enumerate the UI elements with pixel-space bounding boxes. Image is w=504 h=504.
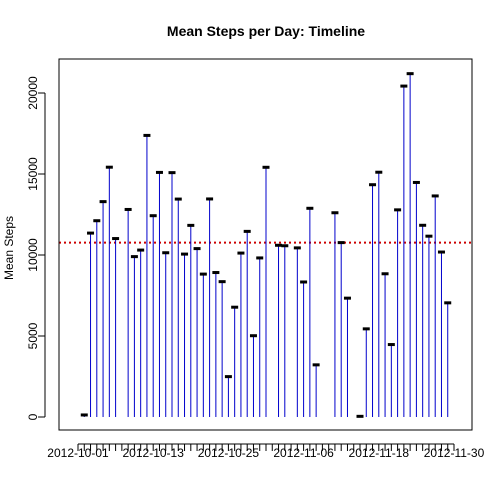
x-tick-label: 2012-10-01: [47, 446, 109, 460]
data-point: [93, 219, 100, 222]
data-point: [300, 280, 307, 283]
y-tick-label: 0: [26, 413, 40, 420]
data-point: [375, 171, 382, 174]
data-point: [200, 273, 207, 276]
data-point: [275, 244, 282, 247]
x-axis: 2012-10-01 2012-10-13 2012-10-25 2012-11-06…: [47, 444, 484, 460]
y-tick-label: 15000: [26, 157, 40, 191]
y-tick-label: 10000: [26, 238, 40, 272]
data-point: [382, 272, 389, 275]
data-point: [444, 301, 451, 304]
data-point: [137, 249, 144, 252]
data-point: [425, 235, 432, 238]
data-point: [281, 244, 288, 247]
y-tick-label: 5000: [26, 322, 40, 349]
data-point: [237, 252, 244, 255]
data-point: [181, 253, 188, 256]
data-point: [263, 166, 270, 169]
data-point: [256, 256, 263, 259]
data-point: [175, 198, 182, 201]
data-point: [388, 343, 395, 346]
chart-title: Mean Steps per Day: Timeline: [167, 23, 365, 39]
y-axis: 0 5000 10000 15000 20000: [26, 76, 45, 420]
y-axis-label: Mean Steps: [2, 216, 16, 280]
data-point: [369, 183, 376, 186]
x-tick-label: 2012-10-13: [123, 446, 185, 460]
data-point: [143, 134, 150, 137]
data-point: [156, 171, 163, 174]
data-point: [400, 85, 407, 88]
data-point: [87, 232, 94, 235]
data-point: [194, 247, 201, 250]
x-tick-label: 2012-11-06: [273, 446, 334, 460]
x-tick-label: 2012-11-30: [424, 446, 485, 460]
data-point: [294, 246, 301, 249]
data-point: [100, 200, 107, 203]
data-point: [407, 72, 414, 75]
data-point: [363, 327, 370, 330]
data-point: [394, 208, 401, 211]
data-point: [313, 363, 320, 366]
data-point: [338, 241, 345, 244]
data-point: [125, 208, 132, 211]
data-point: [432, 194, 439, 197]
data-point: [169, 171, 176, 174]
data-point: [344, 297, 351, 300]
data-point: [231, 306, 238, 309]
data-marks: [81, 72, 451, 418]
data-point: [225, 375, 232, 378]
data-point: [306, 207, 313, 210]
data-point: [357, 415, 364, 418]
x-tick-label: 2012-11-18: [349, 446, 410, 460]
data-point: [244, 230, 251, 233]
data-point: [150, 214, 157, 217]
data-point: [250, 334, 257, 337]
data-point: [206, 197, 213, 200]
data-point: [106, 166, 113, 169]
data-point: [413, 181, 420, 184]
data-point: [131, 255, 138, 258]
x-tick-label: 2012-10-25: [198, 446, 260, 460]
data-point: [331, 211, 338, 214]
data-point: [112, 237, 119, 240]
data-point: [219, 280, 226, 283]
y-tick-label: 20000: [26, 76, 40, 110]
data-point: [81, 413, 88, 416]
data-point: [162, 251, 169, 254]
data-point: [419, 224, 426, 227]
data-point: [212, 271, 219, 274]
data-point: [438, 251, 445, 254]
data-point: [187, 224, 194, 227]
